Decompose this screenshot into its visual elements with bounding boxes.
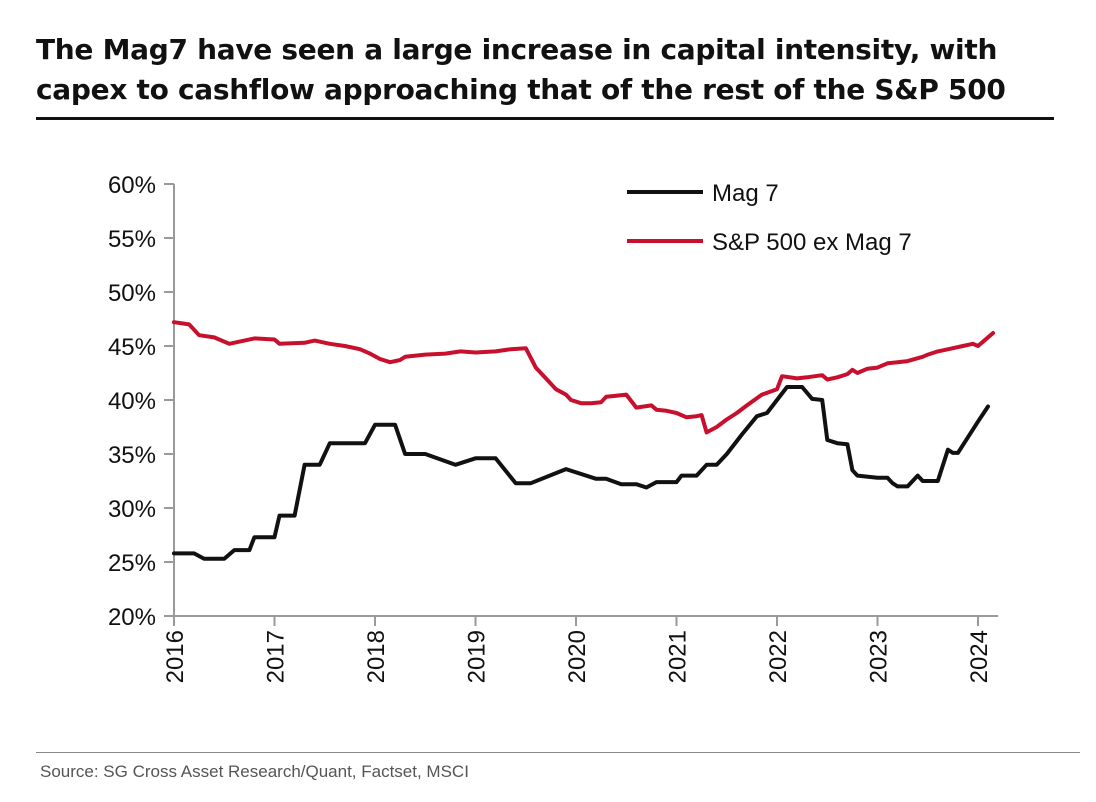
y-tick-label: 25% xyxy=(108,550,156,577)
y-tick-label: 30% xyxy=(108,496,156,523)
x-tick-label: 2016 xyxy=(162,630,189,683)
legend-label-sp500-ex-mag7: S&P 500 ex Mag 7 xyxy=(712,229,912,256)
y-tick-label: 60% xyxy=(108,172,156,199)
y-tick-label: 20% xyxy=(108,604,156,631)
series-line-mag7 xyxy=(172,385,990,561)
source-note: Source: SG Cross Asset Research/Quant, F… xyxy=(40,762,469,781)
footer-rule xyxy=(36,752,1080,753)
chart-axes: 20% 25% 30% 35% 40% 45% 50% 55% 60% 2016 2017 2018 2… xyxy=(108,172,999,683)
x-tick-label: 2018 xyxy=(363,630,390,683)
legend-label-mag7: Mag 7 xyxy=(712,180,779,207)
x-tick-label: 2024 xyxy=(966,630,993,683)
x-tick-label: 2022 xyxy=(765,630,792,683)
series-line-sp500-ex-mag7 xyxy=(172,320,996,435)
x-tick-label: 2023 xyxy=(866,630,893,683)
x-tick-label: 2017 xyxy=(263,630,290,683)
y-tick-label: 55% xyxy=(108,226,156,253)
y-tick-label: 35% xyxy=(108,442,156,469)
y-tick-label: 45% xyxy=(108,334,156,361)
title-rule xyxy=(36,117,1054,120)
legend: Mag 7 S&P 500 ex Mag 7 xyxy=(627,180,912,256)
x-tick-label: 2021 xyxy=(665,630,692,683)
y-tick-label: 40% xyxy=(108,388,156,415)
x-tick-label: 2020 xyxy=(564,630,591,683)
x-tick-label: 2019 xyxy=(464,630,491,683)
y-tick-label: 50% xyxy=(108,280,156,307)
chart-title: The Mag7 have seen a large increase in c… xyxy=(36,33,1006,106)
series-layer xyxy=(172,320,996,561)
